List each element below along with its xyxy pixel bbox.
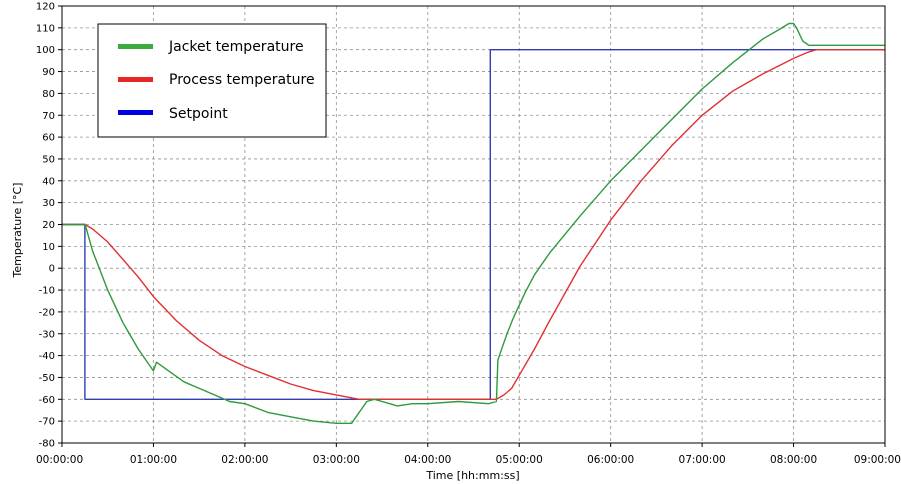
legend-swatch-jacket bbox=[118, 44, 153, 49]
y-tick-label: -40 bbox=[39, 351, 55, 362]
y-tick-label: -70 bbox=[39, 417, 55, 428]
y-tick-label: -10 bbox=[39, 286, 55, 297]
y-tick-label: 40 bbox=[42, 176, 55, 187]
legend-label-setpoint: Setpoint bbox=[169, 106, 228, 122]
y-tick-label: -20 bbox=[39, 307, 55, 318]
y-axis-title: Temperature [°C] bbox=[11, 183, 24, 279]
y-tick-label: 20 bbox=[42, 220, 55, 231]
legend-label-process: Process temperature bbox=[169, 72, 315, 88]
x-tick-label: 04:00:00 bbox=[404, 454, 451, 466]
series-line-process-temperature bbox=[62, 49, 885, 400]
y-axis-ticks: 1201101009080706050403020100-10-20-30-40… bbox=[36, 2, 62, 450]
y-tick-label: -80 bbox=[39, 439, 55, 450]
y-tick-label: -30 bbox=[39, 329, 55, 340]
x-tick-label: 07:00:00 bbox=[679, 454, 726, 466]
x-tick-label: 06:00:00 bbox=[587, 454, 634, 466]
x-tick-label: 03:00:00 bbox=[313, 454, 360, 466]
series-line-jacket-temperature bbox=[62, 22, 885, 424]
legend-label-jacket: Jacket temperature bbox=[168, 39, 304, 55]
y-tick-label: 50 bbox=[42, 154, 55, 165]
series-group bbox=[62, 22, 885, 424]
x-tick-label: 05:00:00 bbox=[496, 454, 543, 466]
y-tick-label: 70 bbox=[42, 111, 55, 122]
x-tick-label: 01:00:00 bbox=[130, 454, 177, 466]
x-tick-label: 09:00:00 bbox=[854, 454, 901, 466]
x-axis-title: Time [hh:mm:ss] bbox=[425, 469, 519, 482]
y-tick-label: 10 bbox=[42, 242, 55, 253]
x-tick-label: 08:00:00 bbox=[770, 454, 817, 466]
y-tick-label: 80 bbox=[42, 89, 55, 100]
y-tick-label: 60 bbox=[42, 133, 55, 144]
y-tick-label: -60 bbox=[39, 395, 55, 406]
y-tick-label: 100 bbox=[36, 45, 55, 56]
y-tick-label: -50 bbox=[39, 373, 55, 384]
x-tick-label: 02:00:00 bbox=[221, 454, 268, 466]
x-tick-label: 00:00:00 bbox=[36, 454, 83, 466]
y-tick-label: 30 bbox=[42, 198, 55, 209]
x-axis-ticks: 00:00:00 01:00:00 02:00:00 03:00:00 04:00:00… bbox=[36, 443, 901, 466]
legend: Jacket temperature Process temperature S… bbox=[97, 23, 327, 138]
y-tick-label: 90 bbox=[42, 67, 55, 78]
y-tick-label: 110 bbox=[36, 23, 55, 34]
y-tick-label: 0 bbox=[49, 264, 55, 275]
legend-swatch-process bbox=[118, 77, 153, 82]
legend-swatch-setpoint bbox=[118, 110, 153, 115]
y-tick-label: 120 bbox=[36, 2, 55, 13]
